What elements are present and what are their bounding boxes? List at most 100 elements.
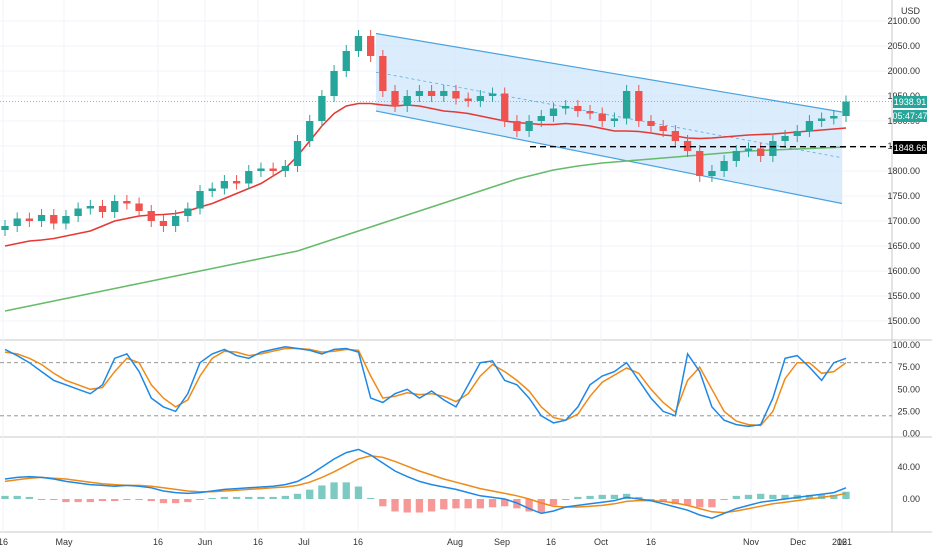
- moving-average-slow[interactable]: [4, 146, 847, 312]
- candle-body[interactable]: [220, 181, 229, 189]
- candle-body[interactable]: [610, 118, 619, 122]
- macd-histogram-bar[interactable]: [330, 482, 338, 499]
- candle-body[interactable]: [842, 101, 850, 116]
- time-axis[interactable]: 16 May 16 Jun 16 Jul 16 Aug Sep 16 Oct 16 Nov Dec 1620…: [0, 537, 852, 547]
- ma-fast-line[interactable]: [4, 102, 847, 247]
- candle-body[interactable]: [427, 91, 436, 96]
- macd-histogram-bar[interactable]: [598, 494, 606, 499]
- candle-body[interactable]: [98, 206, 107, 212]
- candle-body[interactable]: [598, 113, 606, 122]
- macd-histogram-bar[interactable]: [781, 494, 789, 499]
- candle-body[interactable]: [196, 191, 204, 209]
- candle-body[interactable]: [50, 215, 58, 224]
- candle-body[interactable]: [817, 118, 826, 122]
- candle-body[interactable]: [293, 141, 302, 166]
- support-line[interactable]: [0, 101, 892, 148]
- candle-body[interactable]: [769, 141, 777, 156]
- candle-body[interactable]: [330, 71, 338, 96]
- candle-body[interactable]: [501, 93, 509, 122]
- macd-histogram-bar[interactable]: [62, 499, 70, 503]
- macd-histogram-bar[interactable]: [257, 496, 265, 499]
- candle-body[interactable]: [720, 161, 728, 171]
- macd-histogram-bar[interactable]: [744, 494, 753, 499]
- macd-histogram-bar[interactable]: [427, 499, 436, 512]
- macd-histogram-bar[interactable]: [647, 499, 655, 500]
- candle-body[interactable]: [379, 56, 387, 91]
- macd-histogram-bar[interactable]: [549, 499, 558, 506]
- macd-histogram-bar[interactable]: [464, 499, 472, 509]
- macd-histogram-bar[interactable]: [354, 486, 363, 499]
- candle-body[interactable]: [830, 116, 838, 119]
- macd-histogram-bar[interactable]: [171, 499, 180, 504]
- macd-histogram-bar[interactable]: [111, 499, 119, 502]
- candle-body[interactable]: [123, 201, 131, 204]
- moving-average-fast[interactable]: [4, 102, 847, 247]
- stochastic-panel[interactable]: [0, 346, 892, 428]
- candle-body[interactable]: [622, 91, 631, 119]
- macd-histogram-bar[interactable]: [184, 499, 192, 503]
- channel-upper-line[interactable]: [375, 32, 843, 113]
- candle-body[interactable]: [281, 166, 289, 171]
- macd-histogram-bar[interactable]: [830, 494, 838, 499]
- macd-histogram-bar[interactable]: [696, 499, 704, 508]
- macd-histogram-bar[interactable]: [476, 499, 485, 509]
- candle-body[interactable]: [659, 126, 667, 131]
- candle-body[interactable]: [586, 111, 594, 114]
- candle-body[interactable]: [562, 106, 570, 109]
- macd-histogram-bar[interactable]: [769, 494, 777, 499]
- macd-histogram-bar[interactable]: [440, 499, 448, 510]
- candle-body[interactable]: [440, 91, 448, 96]
- macd-histogram-bar[interactable]: [306, 489, 314, 499]
- macd-histogram-bar[interactable]: [732, 495, 740, 499]
- macd-histogram-bar[interactable]: [562, 499, 570, 500]
- candle-body[interactable]: [793, 131, 801, 136]
- macd-histogram-bar[interactable]: [123, 499, 131, 500]
- candle-body[interactable]: [208, 188, 216, 192]
- candle-body[interactable]: [342, 51, 350, 71]
- macd-histogram-bar[interactable]: [13, 495, 21, 499]
- candle-body[interactable]: [488, 93, 497, 97]
- candle-body[interactable]: [171, 216, 180, 226]
- macd-histogram-bar[interactable]: [37, 499, 46, 500]
- stochastic-scale[interactable]: 100.00 75.00 50.00 25.00 0.00: [892, 340, 920, 439]
- candle-body[interactable]: [269, 168, 277, 172]
- candle-body[interactable]: [683, 141, 692, 151]
- candle-body[interactable]: [671, 131, 680, 141]
- candle-body[interactable]: [696, 151, 704, 176]
- ma-slow-line[interactable]: [4, 146, 847, 312]
- candle-body[interactable]: [147, 211, 155, 221]
- candle-body[interactable]: [635, 91, 643, 121]
- candle-body[interactable]: [391, 91, 399, 106]
- macd-histogram-bar[interactable]: [269, 496, 277, 499]
- candle-body[interactable]: [403, 96, 411, 106]
- candle-body[interactable]: [574, 106, 582, 111]
- candle-body[interactable]: [476, 96, 485, 101]
- macd-histogram-bar[interactable]: [208, 497, 216, 499]
- channel-mid-line[interactable]: [375, 71, 843, 159]
- candle-body[interactable]: [25, 218, 34, 222]
- candle-body[interactable]: [13, 218, 21, 227]
- candle-body[interactable]: [732, 151, 740, 161]
- macd-histogram-bar[interactable]: [501, 499, 509, 507]
- candle-body[interactable]: [318, 96, 326, 121]
- macd-histogram-bar[interactable]: [610, 494, 619, 499]
- candle-body[interactable]: [366, 36, 375, 56]
- candle-body[interactable]: [744, 148, 753, 152]
- candle-body[interactable]: [184, 208, 192, 217]
- macd-histogram-bar[interactable]: [245, 496, 253, 499]
- macd-histogram-bar[interactable]: [25, 496, 34, 499]
- candlestick-series[interactable]: [1, 30, 850, 236]
- candle-body[interactable]: [245, 171, 253, 184]
- candle-body[interactable]: [306, 121, 314, 141]
- macd-histogram-bar[interactable]: [671, 499, 680, 505]
- macd-histogram-bar[interactable]: [659, 499, 667, 503]
- macd-histogram-bar[interactable]: [842, 491, 850, 499]
- candle-body[interactable]: [647, 121, 655, 126]
- candle-body[interactable]: [708, 171, 716, 176]
- macd-histogram-bar[interactable]: [135, 499, 143, 501]
- macd-histogram-bar[interactable]: [379, 499, 387, 507]
- macd-panel[interactable]: [1, 448, 850, 519]
- candle-body[interactable]: [415, 91, 424, 96]
- candle-body[interactable]: [537, 116, 545, 121]
